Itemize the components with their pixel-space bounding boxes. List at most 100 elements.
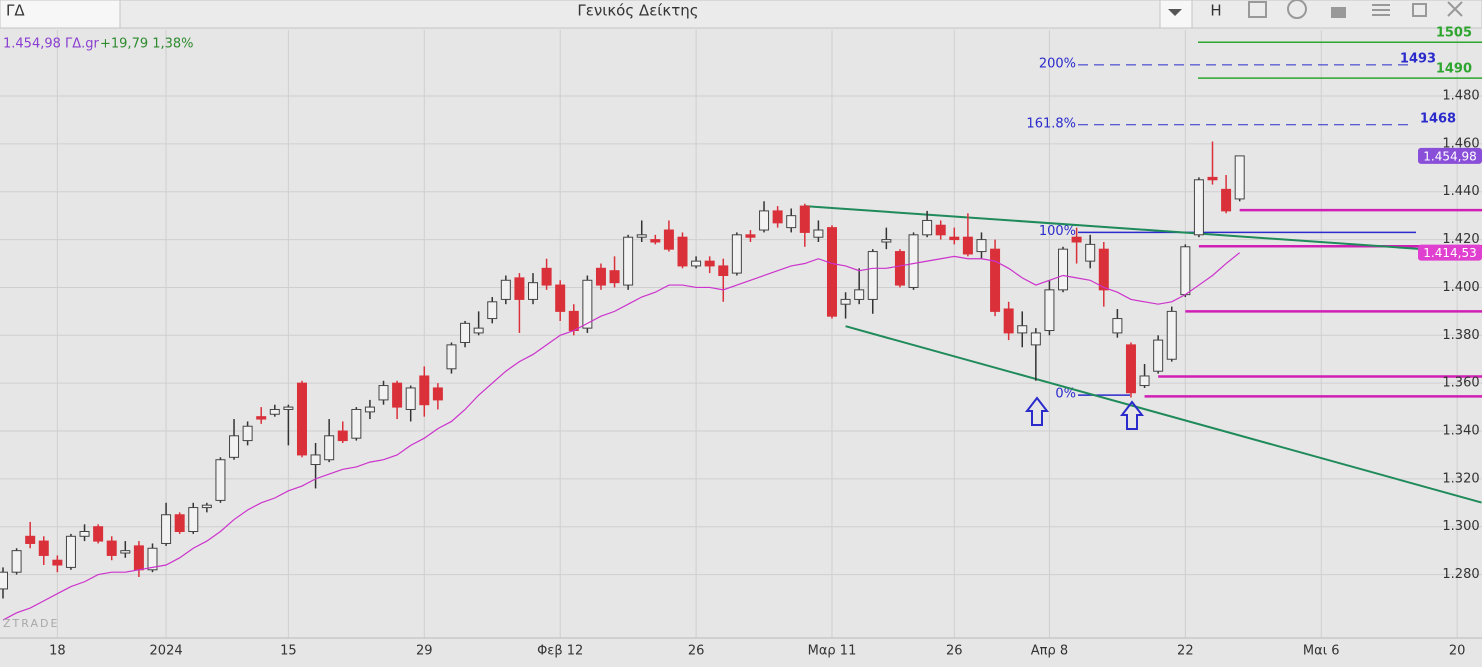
- candle-body: [1098, 248, 1109, 291]
- candle-body: [38, 540, 49, 556]
- up-arrow: [1119, 400, 1145, 430]
- y-tick-label: 1.300: [1442, 519, 1479, 534]
- candle-body: [446, 344, 457, 370]
- up-arrow: [1024, 396, 1050, 426]
- candle-body: [364, 406, 375, 413]
- candle-body: [568, 310, 579, 332]
- y-tick-label: 1.460: [1442, 136, 1479, 151]
- candle-body: [283, 406, 294, 410]
- candle-body: [772, 210, 783, 224]
- y-tick-label: 1.400: [1442, 280, 1479, 295]
- fib-level: 0%: [1055, 387, 1076, 402]
- candle-body: [636, 234, 647, 238]
- candle-body: [147, 547, 158, 571]
- y-tick-label: 1.380: [1442, 328, 1479, 343]
- candle-body: [908, 234, 919, 288]
- candle-body: [595, 267, 606, 286]
- candle-body: [609, 270, 620, 284]
- candle-body: [256, 416, 267, 420]
- toolbar: ΓΔ Γενικός Δείκτης H: [0, 0, 1482, 29]
- candle-body: [555, 284, 566, 312]
- candle-body: [922, 219, 933, 236]
- x-tick-label: 29: [416, 644, 433, 659]
- candle-body: [840, 298, 851, 305]
- candle-body: [704, 260, 715, 267]
- y-tick-label: 1.440: [1442, 184, 1479, 199]
- candle-body: [1030, 332, 1041, 346]
- candle-body: [174, 514, 185, 533]
- candle-body: [813, 229, 824, 238]
- candle-body: [718, 265, 729, 276]
- candle-body: [623, 236, 634, 286]
- fib-level: 161.8%: [1026, 116, 1076, 131]
- x-tick-label: 26: [946, 644, 963, 659]
- h-button[interactable]: H: [1210, 2, 1221, 20]
- icon[interactable]: [1248, 1, 1267, 18]
- ma-tag: [1418, 244, 1482, 261]
- icon[interactable]: [1372, 4, 1390, 16]
- trendline: [804, 205, 1482, 255]
- trendline: [845, 325, 1482, 504]
- x-tick-label: 22: [1177, 644, 1194, 659]
- candle-body: [1003, 308, 1014, 334]
- candle-body: [799, 205, 810, 233]
- candle-body: [1193, 179, 1204, 236]
- candle-body: [677, 236, 688, 267]
- candle-body: [487, 301, 498, 320]
- candle-body: [269, 408, 280, 415]
- y-tick-label: 1.340: [1442, 424, 1479, 439]
- candle-body: [1234, 155, 1245, 200]
- candle-body: [826, 227, 837, 317]
- y-tick-label: 1.280: [1442, 567, 1479, 582]
- quote-price: 1.454,98 ΓΔ.gr: [3, 37, 100, 52]
- fib-level: 200%: [1039, 56, 1076, 71]
- candle-body: [528, 282, 539, 300]
- candle-body: [881, 239, 892, 243]
- candle-body: [79, 531, 90, 537]
- candle-body: [392, 382, 403, 408]
- candle-body: [541, 267, 552, 286]
- candle-body: [296, 382, 307, 456]
- target-label: 1490: [1436, 62, 1472, 77]
- candle-body: [337, 430, 348, 442]
- candle-body: [759, 210, 770, 231]
- icon[interactable]: [1447, 1, 1463, 17]
- symbol: ΓΔ: [6, 2, 25, 20]
- plot: 18 2024 15 29 Φεβ 12 26 Μαρ 11 26 Απρ 8 22 Μαι 6 20…: [0, 26, 1482, 659]
- candle-body: [962, 236, 973, 255]
- candle-body: [990, 248, 1001, 312]
- candle-body: [1071, 236, 1082, 243]
- y-tick-label: 1.360: [1442, 376, 1479, 391]
- dropdown-arrow: [1168, 9, 1182, 16]
- candle-body: [976, 239, 987, 253]
- candle-body: [324, 435, 335, 461]
- y-tick-label: 1.480: [1442, 89, 1479, 104]
- candle-body: [133, 545, 144, 571]
- candle-body: [745, 234, 756, 238]
- ma-tag-label: 1.414,53: [1423, 246, 1476, 260]
- candle-body: [120, 550, 131, 554]
- arrows: [1024, 396, 1145, 430]
- symbol-box[interactable]: [0, 0, 121, 29]
- candle-body: [229, 435, 240, 458]
- candle-body: [1044, 289, 1055, 332]
- price-tag-label: 1.454,98: [1423, 149, 1476, 163]
- moving-average: [2, 252, 1241, 621]
- icon[interactable]: [1412, 3, 1427, 17]
- candle-body: [351, 408, 362, 439]
- candle-body: [242, 425, 253, 442]
- candle-body: [215, 459, 226, 501]
- price-tag: [1418, 147, 1482, 164]
- candle-body: [106, 540, 117, 556]
- icon[interactable]: [1331, 7, 1346, 18]
- candle-body: [310, 454, 321, 466]
- icon[interactable]: [1287, 0, 1307, 19]
- candle-body: [201, 504, 212, 509]
- candle-body: [65, 535, 76, 568]
- candle-body: [731, 234, 742, 274]
- watermark: ZTRADE: [3, 617, 59, 630]
- x-tick-label: Φεβ 12: [537, 644, 583, 659]
- x-tick-label: 2024: [150, 644, 183, 659]
